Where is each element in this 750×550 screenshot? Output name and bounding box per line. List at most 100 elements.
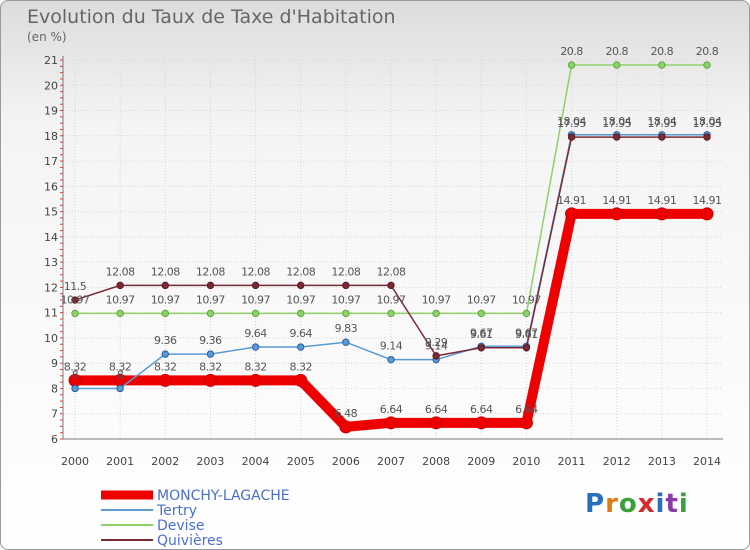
data-point [206, 350, 215, 358]
data-point [658, 61, 666, 69]
data-point [251, 343, 260, 351]
data-label: 6.64 [515, 403, 538, 416]
data-label: 18.04 [557, 115, 586, 128]
data-label: 10.97 [151, 293, 180, 306]
data-label: 6.48 [335, 407, 358, 420]
data-point [71, 309, 79, 318]
logo-letter: x [637, 489, 656, 519]
data-label: 6.64 [425, 403, 448, 416]
data-label: 9.64 [289, 327, 312, 340]
logo-letter: t [665, 489, 679, 519]
data-label: 20.8 [560, 45, 583, 58]
data-label: 8.32 [154, 360, 177, 373]
data-point [387, 309, 395, 318]
data-point [703, 61, 711, 69]
x-tick-label: 2001 [106, 455, 134, 468]
data-point [161, 281, 169, 290]
series-line [70, 208, 712, 432]
data-label: 9.64 [244, 327, 267, 340]
data-label: 18.04 [602, 115, 631, 128]
data-point [116, 309, 124, 318]
data-point [158, 373, 172, 387]
data-point [432, 309, 440, 318]
data-point [251, 281, 260, 290]
y-tick-label: 20 [44, 79, 58, 92]
data-label: 9.61 [470, 328, 493, 341]
data-point [342, 338, 350, 346]
data-point [297, 281, 305, 290]
data-label: 9.29 [425, 336, 448, 349]
data-point [522, 344, 531, 352]
data-point [519, 416, 533, 430]
data-label: 10.97 [241, 293, 270, 306]
data-label: 12.08 [286, 265, 315, 278]
data-point [387, 281, 395, 290]
data-label: 18.04 [647, 115, 676, 128]
data-point [342, 281, 350, 290]
data-point [477, 344, 485, 352]
data-point [206, 281, 215, 290]
x-tick-label: 2006 [332, 455, 360, 468]
data-label: 10.97 [377, 293, 406, 306]
data-label: 10.97 [61, 293, 90, 306]
chart-title: Evolution du Taux de Taxe d'Habitation [27, 6, 396, 28]
chart-unit: (en %) [27, 30, 67, 44]
y-tick-label: 6 [51, 433, 58, 446]
y-tick-label: 12 [44, 281, 58, 294]
y-tick-label: 16 [44, 180, 58, 193]
legend-label: MONCHY-LAGACHE [157, 488, 290, 504]
data-point [700, 207, 714, 221]
data-label: 8 [72, 368, 79, 381]
logo-letter: r [605, 489, 619, 519]
data-label: 12.08 [331, 265, 360, 278]
data-label: 10.97 [422, 293, 451, 306]
data-label: 8.32 [199, 360, 222, 373]
data-point [474, 416, 488, 430]
data-label: 10.97 [331, 293, 360, 306]
data-label: 10.97 [467, 293, 496, 306]
data-label: 9.36 [199, 334, 222, 347]
legend-label: Quivières [157, 533, 223, 549]
y-tick-label: 8 [51, 382, 58, 395]
y-tick-label: 9 [51, 357, 58, 370]
data-label: 9.36 [154, 334, 177, 347]
data-label: 8.32 [289, 360, 312, 373]
y-tick-label: 7 [51, 408, 58, 421]
data-point [655, 207, 669, 221]
data-point [565, 207, 579, 221]
data-point [161, 309, 169, 318]
data-label: 12.08 [151, 265, 180, 278]
data-point [432, 352, 440, 360]
data-point [203, 373, 217, 387]
data-point [610, 207, 624, 221]
y-tick-label: 15 [44, 206, 58, 219]
data-label: 14.91 [693, 194, 722, 207]
data-point [71, 296, 79, 304]
data-point [384, 416, 398, 430]
data-label: 17.95 [557, 117, 586, 130]
x-tick-label: 2009 [467, 455, 495, 468]
data-label: 12.08 [377, 265, 406, 278]
data-label: 9.14 [425, 340, 448, 353]
data-label: 9.67 [470, 326, 493, 339]
data-label: 17.95 [693, 117, 722, 130]
data-label: 20.8 [696, 45, 719, 58]
x-tick-label: 2010 [512, 455, 540, 468]
x-tick-label: 2014 [693, 455, 721, 468]
logo-letter: i [678, 489, 689, 519]
data-label: 14.91 [602, 194, 631, 207]
data-point [206, 309, 215, 318]
y-tick-label: 21 [44, 54, 58, 67]
y-tick-label: 17 [44, 155, 58, 168]
legend-label: Devise [157, 518, 204, 534]
y-tick-label: 14 [44, 231, 58, 244]
data-label: 9.14 [380, 340, 403, 353]
data-label: 20.8 [605, 45, 628, 58]
data-label: 14.91 [647, 194, 676, 207]
data-point [429, 416, 443, 430]
data-label: 6.64 [380, 403, 403, 416]
proxiti-logo: Proxiti [585, 489, 689, 519]
data-point [567, 61, 576, 69]
y-tick-label: 11 [44, 307, 58, 320]
